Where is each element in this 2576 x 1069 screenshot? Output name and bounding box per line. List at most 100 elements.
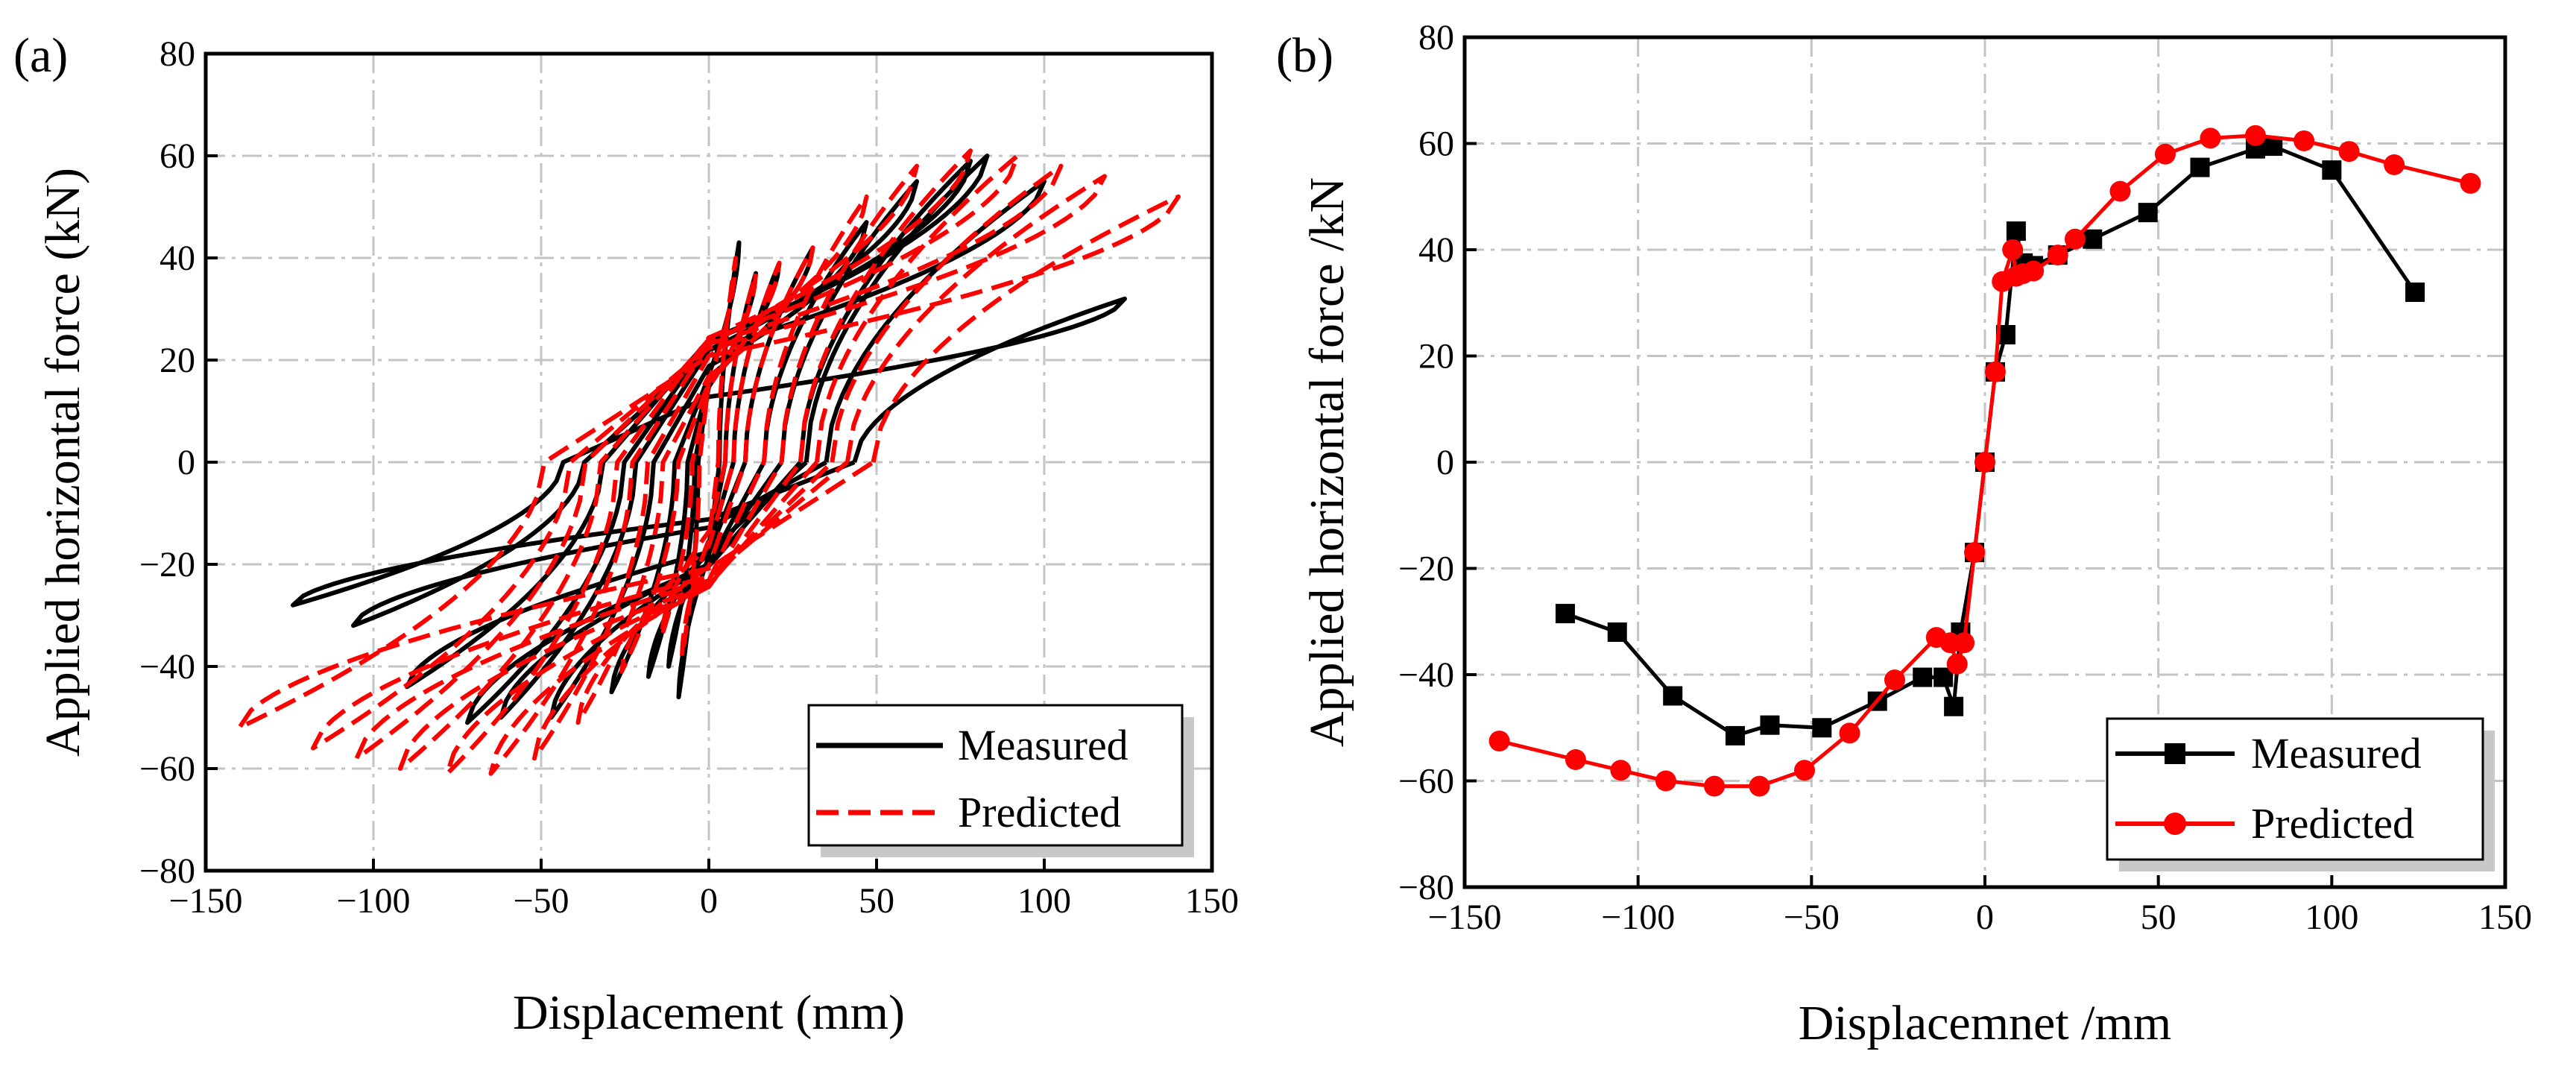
- hysteresis-loop-predicted-10: [311, 174, 1107, 751]
- panel-a-x-axis-label: Displacement (mm): [513, 986, 905, 1040]
- x-tick-label: 0: [1976, 898, 1994, 937]
- y-tick-label: −60: [139, 749, 195, 789]
- point-measured: [1663, 686, 1683, 706]
- panel-a-legend-predicted-label: Predicted: [958, 788, 1121, 836]
- panel-a-axis-ticks: [204, 52, 1213, 872]
- point-measured: [1944, 696, 1964, 716]
- panel-b-legend-measured-marker: [2165, 743, 2185, 764]
- x-tick-label: −150: [1427, 898, 1501, 937]
- chart-panel-a: (a) −150 −100 −50 0 50 100 150 −80 −60 −40 −20 0 20…: [13, 28, 1239, 1040]
- x-tick-label: 50: [859, 881, 894, 921]
- panel-b-plot-area: [1489, 124, 2481, 797]
- y-tick-label: −60: [1398, 762, 1454, 801]
- y-tick-label: 20: [160, 341, 195, 380]
- point-predicted: [2200, 127, 2221, 149]
- y-tick-label: 20: [1418, 337, 1454, 376]
- panel-b-axis-ticks: [1463, 36, 2507, 889]
- hysteresis-loop-measured-7: [465, 158, 973, 725]
- x-tick-label: −100: [1601, 898, 1675, 937]
- hysteresis-loop-predicted-8: [398, 154, 1020, 771]
- point-predicted: [1964, 542, 1986, 564]
- panel-b-legend-measured-label: Measured: [2251, 729, 2422, 778]
- y-tick-label: 0: [1436, 443, 1454, 482]
- y-tick-label: 80: [160, 34, 195, 74]
- y-tick-label: 80: [1418, 18, 1454, 57]
- y-tick-label: −80: [1398, 868, 1454, 907]
- x-tick-label: 0: [700, 881, 718, 921]
- y-tick-label: 60: [160, 136, 195, 176]
- point-measured: [1555, 604, 1575, 624]
- x-tick-label: 100: [1017, 881, 1071, 921]
- panel-b-y-axis-label: Applied horizontal force /kN: [1300, 177, 1354, 747]
- point-measured: [2083, 229, 2103, 249]
- x-tick-label: 100: [2305, 898, 2358, 937]
- point-predicted: [1946, 653, 1968, 675]
- y-tick-label: −40: [139, 647, 195, 687]
- point-predicted: [1489, 731, 1510, 752]
- chart-panel-b: (b) −150 −100 −50 0 50 100 150 −80 −60 −40 −20 0 20…: [1276, 18, 2532, 1050]
- y-tick-label: 60: [1418, 124, 1454, 164]
- x-tick-label: −50: [513, 881, 569, 921]
- hysteresis-loop-predicted-11: [237, 194, 1181, 731]
- point-measured: [1760, 715, 1780, 735]
- hysteresis-loop-measured-6: [499, 179, 919, 720]
- point-predicted: [1984, 361, 2006, 382]
- panel-a-y-tick-labels: −80 −60 −40 −20 0 20 40 60 80: [139, 34, 195, 891]
- point-measured: [2405, 283, 2425, 302]
- point-predicted: [1839, 722, 1860, 744]
- point-predicted: [2244, 124, 2266, 146]
- panel-a-legend-measured-label: Measured: [958, 721, 1128, 769]
- y-tick-label: −80: [139, 851, 195, 891]
- panel-b-legend-box: [2106, 717, 2484, 861]
- x-tick-label: −50: [1784, 898, 1840, 937]
- series-predicted: [1489, 124, 2481, 797]
- panel-a-legend: Measured Predicted: [807, 704, 1194, 857]
- point-predicted: [1954, 632, 1975, 654]
- y-tick-label: 40: [1418, 230, 1454, 270]
- hysteresis-loop-measured-10: [291, 296, 1127, 608]
- hysteresis-loop-predicted-5: [532, 194, 869, 761]
- y-tick-label: 40: [160, 239, 195, 278]
- point-predicted: [2023, 260, 2045, 282]
- point-predicted: [2338, 141, 2360, 163]
- panel-b-label: (b): [1276, 28, 1333, 83]
- hysteresis-loop-predicted-4: [575, 245, 815, 725]
- point-predicted: [1794, 760, 1816, 781]
- point-measured: [1913, 667, 1933, 687]
- point-predicted: [1565, 749, 1586, 770]
- point-measured: [1812, 718, 1832, 738]
- panel-b-legend-predicted-marker: [2164, 813, 2186, 835]
- point-predicted: [1884, 669, 1906, 691]
- y-tick-label: 0: [177, 443, 195, 482]
- panel-a-x-tick-labels: −150 −100 −50 0 50 100 150: [168, 881, 1239, 921]
- y-tick-label: −20: [139, 545, 195, 584]
- point-predicted: [1610, 760, 1632, 781]
- point-predicted: [2294, 130, 2315, 151]
- point-measured: [1607, 622, 1627, 642]
- panel-a-y-axis-label: Applied horizontal force (kN): [36, 168, 90, 757]
- point-measured: [2322, 160, 2342, 180]
- panel-a-label: (a): [13, 28, 68, 83]
- hysteresis-loop-predicted-6: [488, 163, 919, 776]
- y-tick-label: −40: [1398, 655, 1454, 695]
- x-tick-label: 150: [1185, 881, 1239, 921]
- point-predicted: [1704, 775, 1726, 797]
- point-measured: [2006, 221, 2026, 242]
- series-predicted: [237, 148, 1181, 776]
- panel-a-legend-box: [807, 704, 1184, 847]
- x-tick-label: 50: [2141, 898, 2176, 937]
- point-predicted: [2109, 180, 2131, 202]
- point-predicted: [1974, 452, 1995, 473]
- point-predicted: [2064, 228, 2086, 250]
- hysteresis-loop-predicted-2: [660, 271, 758, 638]
- point-measured: [2190, 157, 2210, 177]
- hysteresis-loop-predicted-7: [445, 148, 973, 776]
- panel-b-y-tick-labels: −80 −60 −40 −20 0 20 40 60 80: [1398, 18, 1454, 907]
- panel-b-x-axis-label: Displacemnet /mm: [1799, 996, 2171, 1050]
- panel-b-x-tick-labels: −150 −100 −50 0 50 100 150: [1427, 898, 2532, 937]
- panel-a-plot-area: [237, 148, 1181, 776]
- x-tick-label: 150: [2478, 898, 2532, 937]
- point-predicted: [2154, 143, 2176, 165]
- point-predicted: [2047, 245, 2068, 266]
